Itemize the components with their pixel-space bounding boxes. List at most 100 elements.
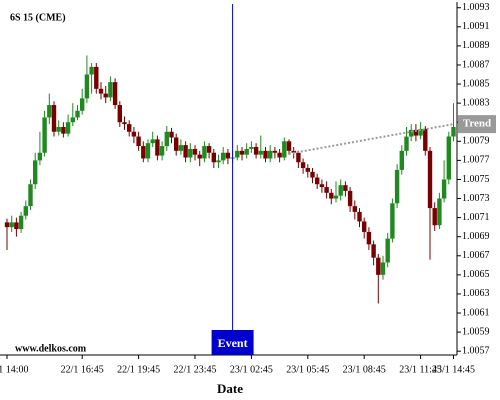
candle-body <box>446 136 451 180</box>
candle-body <box>192 148 198 155</box>
candle-body <box>197 154 202 159</box>
event-label-box <box>211 330 254 355</box>
candle-body <box>296 152 301 163</box>
candle-body <box>174 137 179 151</box>
candle-body <box>221 152 226 161</box>
candle-body <box>75 110 80 118</box>
y-tick-label: 1.0061 <box>462 307 490 318</box>
chart-title: 6S 15 (CME) <box>10 12 66 23</box>
candle-body <box>404 136 409 151</box>
candle-body <box>376 257 381 275</box>
candle-body <box>169 131 174 138</box>
trend-label: Trend <box>463 118 491 130</box>
candle-body <box>94 66 99 89</box>
candle-body <box>188 148 193 158</box>
candle-body <box>23 206 28 216</box>
x-tick-label: 23/1 05:45 <box>286 364 329 375</box>
candle-body <box>338 185 343 196</box>
candle-body <box>432 208 437 226</box>
candle-body <box>263 150 268 159</box>
candle-body <box>141 146 146 159</box>
candle-body <box>70 117 75 123</box>
x-tick-label: 23/1 02:45 <box>230 364 273 375</box>
candle-body <box>225 152 231 159</box>
x-tick-label: 22/1 14:00 <box>0 364 29 375</box>
x-tick-label: 22/1 19:45 <box>117 364 160 375</box>
candle-body <box>131 131 137 137</box>
candle-body <box>244 148 249 155</box>
candle-body <box>37 152 43 161</box>
candle-body <box>33 160 38 185</box>
candle-body <box>98 88 104 94</box>
candle-body <box>249 147 254 149</box>
candle-body <box>61 126 66 134</box>
candle-body <box>239 150 245 155</box>
candle-body <box>366 231 372 245</box>
x-tick-label: 23/1 11:45 <box>399 364 442 375</box>
y-tick-label: 1.0057 <box>462 345 490 356</box>
x-tick-label: 22/1 16:45 <box>61 364 104 375</box>
candle-body <box>418 128 423 136</box>
candle-body <box>333 195 339 199</box>
candle-body <box>272 150 278 153</box>
candle-body <box>253 147 259 155</box>
candle-body <box>390 203 395 239</box>
candle-body <box>56 126 61 132</box>
candle-body <box>300 162 306 169</box>
candle-body <box>291 150 296 153</box>
candle-body <box>347 190 353 207</box>
candle-body <box>329 192 334 199</box>
candle-body <box>155 139 160 156</box>
candle-body <box>122 122 127 125</box>
candle-body <box>268 150 273 159</box>
candle-body <box>413 129 419 136</box>
candle-body <box>258 150 263 155</box>
candle-body <box>4 222 10 228</box>
candle-body <box>127 124 132 132</box>
candle-body <box>352 206 357 212</box>
candle-body <box>451 126 456 137</box>
watermark: www.delkos.com <box>15 343 87 354</box>
candle-body <box>150 139 155 144</box>
y-tick-label: 1.0069 <box>462 231 490 242</box>
candle-body <box>277 152 282 158</box>
y-tick-label: 1.0071 <box>462 212 490 223</box>
candle-body <box>47 105 52 118</box>
y-tick-label: 1.0063 <box>462 288 490 299</box>
candle-body <box>380 262 386 275</box>
candle-body <box>385 238 390 263</box>
candle-body <box>159 146 165 156</box>
candle-body <box>423 128 428 151</box>
candle-body <box>117 105 122 123</box>
candle-body <box>18 215 24 230</box>
x-axis-title: Date <box>217 381 243 396</box>
trend-label-box <box>458 115 496 134</box>
candle-body <box>441 179 447 199</box>
candle-body <box>357 211 362 222</box>
candle-body <box>371 244 376 258</box>
candle-body <box>315 177 320 185</box>
candle-body <box>437 198 442 226</box>
y-tick-label: 1.0087 <box>462 59 490 70</box>
candle-body <box>202 146 207 159</box>
candle-body <box>145 143 151 159</box>
candle-body <box>183 145 188 158</box>
y-tick-label: 1.0085 <box>462 78 490 89</box>
candle-body <box>65 122 71 134</box>
candle-body <box>14 222 19 230</box>
candle-body <box>28 184 33 207</box>
y-tick-label: 1.0075 <box>462 174 490 185</box>
candle-body <box>399 150 404 170</box>
candle-body <box>89 66 94 75</box>
y-tick-label: 1.0077 <box>462 155 490 166</box>
y-tick-label: 1.0067 <box>462 250 490 261</box>
candle-body <box>211 152 216 163</box>
candle-body <box>108 82 113 98</box>
candle-body <box>282 141 287 158</box>
candle-body <box>103 93 108 98</box>
y-tick-label: 1.0093 <box>462 2 490 13</box>
y-tick-label: 1.0059 <box>462 326 490 337</box>
candle-body <box>409 129 414 137</box>
event-label: Event <box>218 336 248 350</box>
candle-body <box>305 168 310 172</box>
